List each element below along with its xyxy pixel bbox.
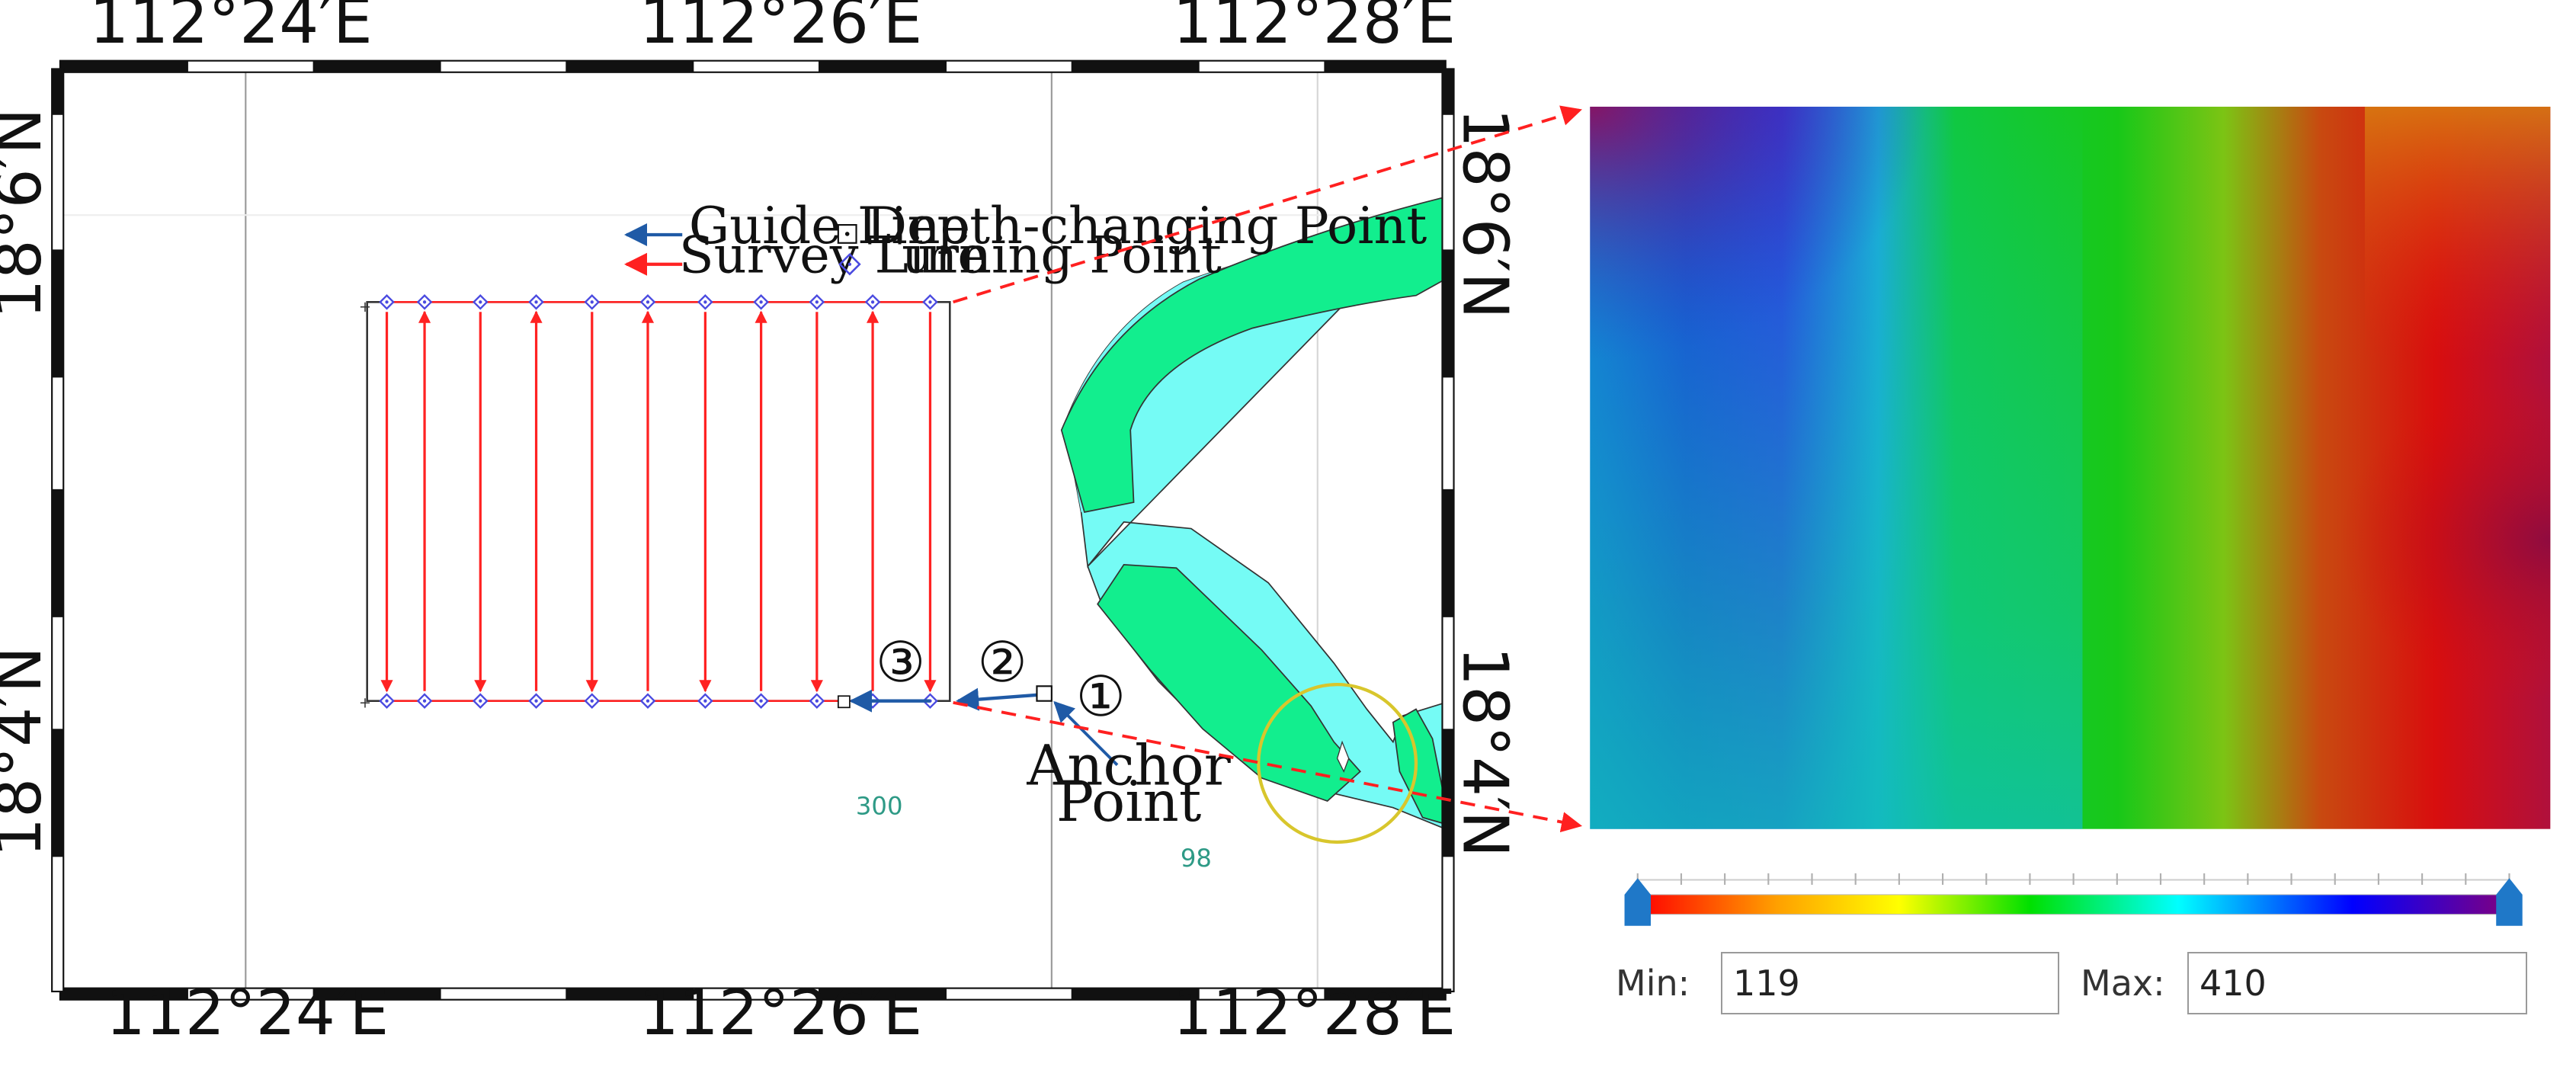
turning-point-dot-5-bottom [590,699,594,703]
heatmap-right-mid-shade [1590,107,2551,829]
frame-border-bottom [59,987,1447,1001]
min-value: 119 [1733,963,1800,1004]
turning-point-dot-6-top [646,300,650,304]
sounding-98: 98 [1181,844,1212,873]
turning-point-dot-10-top [870,300,875,304]
sounding-300: 300 [856,791,903,820]
legend-turning-point-dot [847,262,852,266]
min-label: Min: [1616,963,1690,1004]
turning-point-dot-5-top [590,300,594,304]
max-field: Max: [2081,951,2165,1015]
turning-point-dot-8-bottom [759,699,763,703]
lon-label-bottom-2: 112°26′E [639,977,923,1049]
turning-point-dot-3-bottom [479,699,482,703]
lon-label-bottom-1: 112°24′E [106,977,389,1049]
legend-depth-changing-dot [844,232,850,236]
depth-heatmap [1590,107,2551,829]
lat-label-left-2: 18°4′N [0,646,56,857]
zoom-arrow-bottom [953,700,1583,832]
turning-point-dot-9-top [815,300,819,304]
guide-path: ① ② ③ Anchor Point [837,630,1231,835]
turning-point-dot-7-bottom [703,699,707,703]
legend-turning-point-icon [838,253,861,276]
colorbar [1624,873,2523,926]
turning-point-dot-1-top [385,300,389,304]
shoal-white-spot [1336,740,1350,773]
max-input[interactable]: 410 [2187,952,2527,1014]
shoal-areas [1060,196,1446,830]
min-field: Min: [1616,951,1690,1015]
min-input[interactable]: 119 [1721,952,2059,1014]
frame-border-right [1441,68,1455,992]
max-value: 410 [2200,963,2267,1004]
lon-label-top-3: 112°28′E [1173,0,1456,58]
anchor-point-label-line2: Point [1056,770,1201,835]
lon-label-top-2: 112°26′E [639,0,923,58]
depth-changing-point-marker-2 [837,695,851,709]
anchor-pointer [1053,700,1119,767]
turning-point-dot-2-bottom [422,699,427,703]
map-panel: 112°24′E 112°26′E 112°28′E 112°24′E 112°… [0,0,1520,1049]
turning-point-dot-9-bottom [815,699,819,703]
corner-mark-tl: + [359,298,371,316]
colorbar-gradient [1637,894,2510,915]
frame-border-top [59,59,1447,73]
turning-point-dot-6-bottom [646,699,650,703]
turning-point-dot-11-top [928,300,932,304]
guide-line-1 [956,687,1046,711]
lon-label-bottom-3: 112°28′E [1173,977,1456,1049]
colorbar-min-handle[interactable] [1624,878,1651,926]
anchor-point-label-line1: Anchor [1026,734,1230,799]
turning-point-dot-8-top [759,300,763,304]
turning-points [379,294,938,709]
depth-changing-point-marker [1036,685,1053,702]
turning-point-dot-4-top [534,300,538,304]
marker-2-label: ② [977,630,1027,695]
lon-label-top-1: 112°24′E [89,0,373,58]
marker-3-label: ③ [876,630,926,695]
max-label: Max: [2081,963,2165,1004]
lat-label-right-1: 18°6′N [1448,108,1520,319]
zoom-arrow-top [953,105,1582,304]
highlight-circle [1257,683,1418,844]
turning-point-dot-3-top [479,300,482,304]
range-panel: Min: 119 Max: 410 [1614,844,2552,1050]
turning-point-dot-1-bottom [385,699,389,703]
map-legend: Guide Line Depth-changing Point Survey L… [623,196,1427,285]
lat-label-left-1: 18°6′N [0,108,56,319]
frame-border-left [51,68,65,992]
lat-label-right-2: 18°4′N [1448,646,1520,857]
corner-mark-bl: + [359,694,371,711]
colorbar-max-handle[interactable] [2496,878,2523,926]
legend-depth-changing-label: Depth-changing Point [866,196,1427,255]
legend-guide-line-label: Guide Line [689,196,970,255]
marker-1-label: ① [1076,665,1126,729]
legend-turning-point-label: Turning Point [868,226,1222,285]
turning-point-dot-4-bottom [534,699,538,703]
shoal-green-upper [1060,196,1446,514]
legend-survey-line-label: Survey Line [679,226,988,285]
turning-point-dot-2-top [422,300,427,304]
turning-point-dot-7-top [703,300,707,304]
